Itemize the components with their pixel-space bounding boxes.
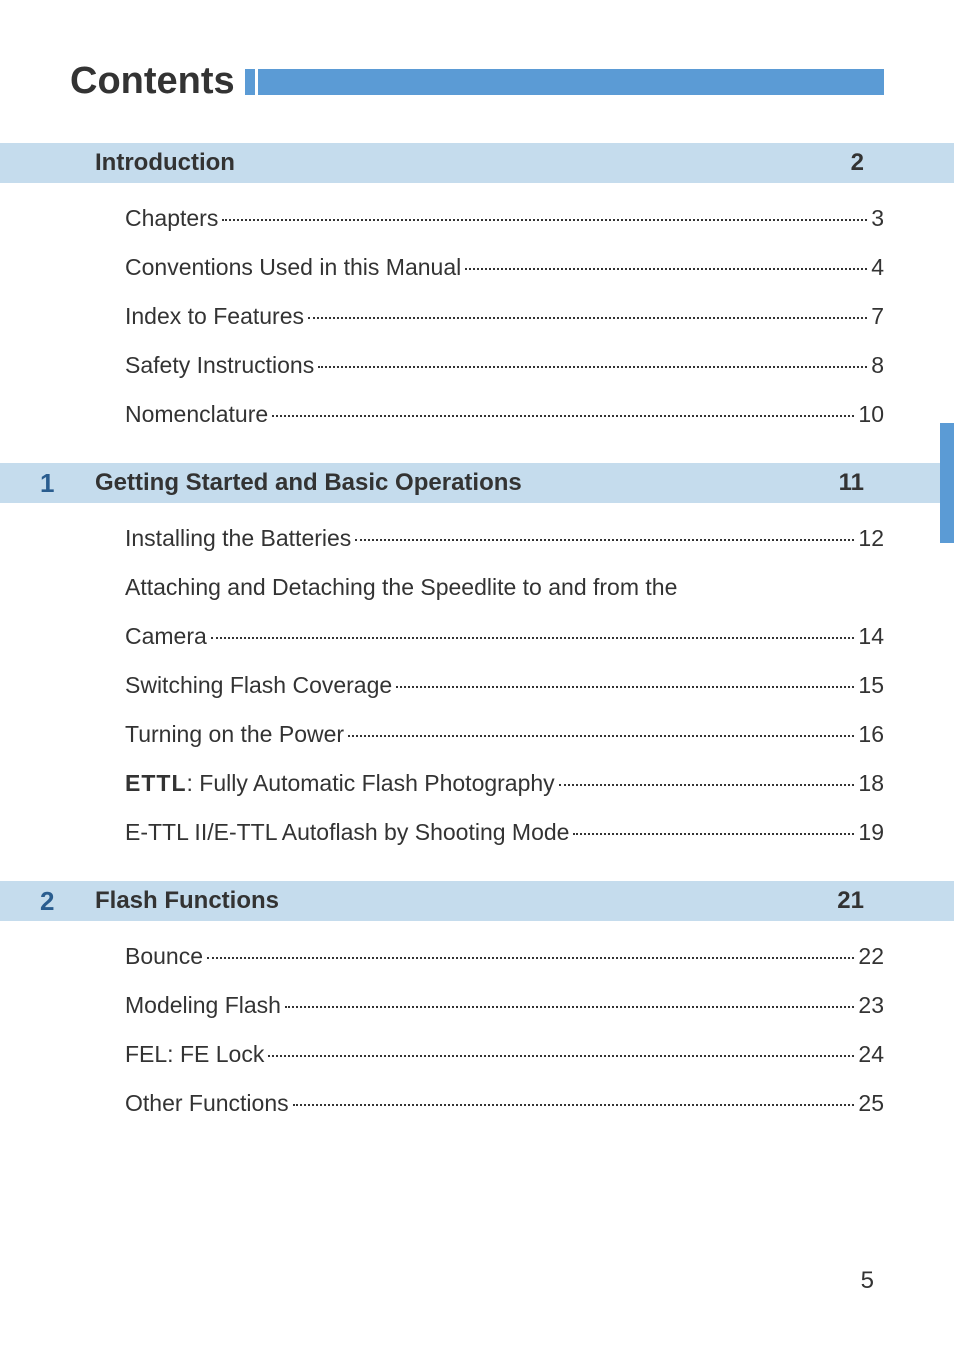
toc-suffix: : Fully Automatic Flash Photography xyxy=(187,770,555,796)
toc-dots xyxy=(559,784,855,786)
toc-page: 23 xyxy=(858,992,884,1019)
toc-entry[interactable]: Other Functions 25 xyxy=(125,1090,884,1117)
toc-dots xyxy=(348,735,854,737)
toc-second-line: Camera 14 xyxy=(125,623,884,650)
toc-text: Chapters xyxy=(125,205,218,232)
toc-entries-getting-started: Installing the Batteries 12 Attaching an… xyxy=(125,525,884,846)
toc-text: ETTL: Fully Automatic Flash Photography xyxy=(125,770,555,797)
toc-entry[interactable]: Switching Flash Coverage 15 xyxy=(125,672,884,699)
page-number: 5 xyxy=(861,1267,874,1295)
toc-dots xyxy=(396,686,854,688)
toc-page: 18 xyxy=(858,770,884,797)
toc-text: Conventions Used in this Manual xyxy=(125,254,461,281)
page-title-container: Contents xyxy=(70,60,884,103)
toc-page: 25 xyxy=(858,1090,884,1117)
section-header-introduction: Introduction 2 xyxy=(0,143,954,183)
toc-dots xyxy=(573,833,854,835)
toc-text: E-TTL II/E-TTL Autoflash by Shooting Mod… xyxy=(125,819,569,846)
chapter-number: 2 xyxy=(40,886,95,917)
toc-entry[interactable]: Safety Instructions 8 xyxy=(125,352,884,379)
section-getting-started: 1 Getting Started and Basic Operations 1… xyxy=(70,463,884,846)
toc-text: Other Functions xyxy=(125,1090,289,1117)
toc-entry[interactable]: Attaching and Detaching the Speedlite to… xyxy=(125,574,884,650)
toc-page: 24 xyxy=(858,1041,884,1068)
toc-page: 10 xyxy=(858,401,884,428)
toc-entry[interactable]: Turning on the Power 16 xyxy=(125,721,884,748)
section-header-flash-functions: 2 Flash Functions 21 xyxy=(0,881,954,921)
toc-page: 3 xyxy=(871,205,884,232)
toc-entry[interactable]: Conventions Used in this Manual 4 xyxy=(125,254,884,281)
section-page: 11 xyxy=(839,469,864,497)
section-header-getting-started: 1 Getting Started and Basic Operations 1… xyxy=(0,463,954,503)
toc-entry[interactable]: FEL: FE Lock 24 xyxy=(125,1041,884,1068)
toc-entries-flash-functions: Bounce 22 Modeling Flash 23 FEL: FE Lock… xyxy=(125,943,884,1117)
toc-dots xyxy=(285,1006,854,1008)
toc-page: 4 xyxy=(871,254,884,281)
toc-dots xyxy=(355,539,854,541)
toc-entry[interactable]: Nomenclature 10 xyxy=(125,401,884,428)
toc-text: Installing the Batteries xyxy=(125,525,351,552)
toc-page: 12 xyxy=(858,525,884,552)
toc-entry[interactable]: Bounce 22 xyxy=(125,943,884,970)
toc-page: 15 xyxy=(858,672,884,699)
toc-page: 7 xyxy=(871,303,884,330)
toc-entry[interactable]: Installing the Batteries 12 xyxy=(125,525,884,552)
toc-entry[interactable]: ETTL: Fully Automatic Flash Photography … xyxy=(125,770,884,797)
title-notch-decoration xyxy=(245,69,255,95)
toc-page: 22 xyxy=(858,943,884,970)
toc-text: Index to Features xyxy=(125,303,304,330)
toc-page: 16 xyxy=(858,721,884,748)
section-title: Flash Functions xyxy=(95,887,279,915)
toc-entry[interactable]: Index to Features 7 xyxy=(125,303,884,330)
toc-dots xyxy=(465,268,867,270)
toc-text: Safety Instructions xyxy=(125,352,314,379)
section-flash-functions: 2 Flash Functions 21 Bounce 22 Modeling … xyxy=(70,881,884,1117)
toc-dots xyxy=(222,219,867,221)
toc-dots xyxy=(272,415,854,417)
toc-entry[interactable]: Modeling Flash 23 xyxy=(125,992,884,1019)
toc-dots xyxy=(293,1104,855,1106)
side-tab-marker xyxy=(940,423,954,543)
toc-entries-introduction: Chapters 3 Conventions Used in this Manu… xyxy=(125,205,884,428)
toc-text: Turning on the Power xyxy=(125,721,344,748)
toc-dots xyxy=(207,957,854,959)
section-page: 2 xyxy=(851,149,864,177)
toc-dots xyxy=(318,366,867,368)
toc-text-line1: Attaching and Detaching the Speedlite to… xyxy=(125,574,884,601)
toc-text-line2: Camera xyxy=(125,623,207,650)
toc-entry[interactable]: E-TTL II/E-TTL Autoflash by Shooting Mod… xyxy=(125,819,884,846)
section-title: Introduction xyxy=(95,149,235,177)
section-introduction: Introduction 2 Chapters 3 Conventions Us… xyxy=(70,143,884,428)
chapter-number: 1 xyxy=(40,468,95,499)
toc-dots xyxy=(211,637,855,639)
toc-dots xyxy=(268,1055,854,1057)
toc-dots xyxy=(308,317,867,319)
toc-text: Nomenclature xyxy=(125,401,268,428)
toc-text: FEL: FE Lock xyxy=(125,1041,264,1068)
toc-text: Modeling Flash xyxy=(125,992,281,1019)
title-bar-decoration xyxy=(258,69,884,95)
toc-entry[interactable]: Chapters 3 xyxy=(125,205,884,232)
toc-text: Bounce xyxy=(125,943,203,970)
toc-page: 19 xyxy=(858,819,884,846)
toc-prefix: ETTL xyxy=(125,770,187,796)
toc-text: Switching Flash Coverage xyxy=(125,672,392,699)
toc-page: 14 xyxy=(858,623,884,650)
section-title: Getting Started and Basic Operations xyxy=(95,469,522,497)
toc-page: 8 xyxy=(871,352,884,379)
section-page: 21 xyxy=(837,887,864,915)
page-title: Contents xyxy=(70,60,235,103)
